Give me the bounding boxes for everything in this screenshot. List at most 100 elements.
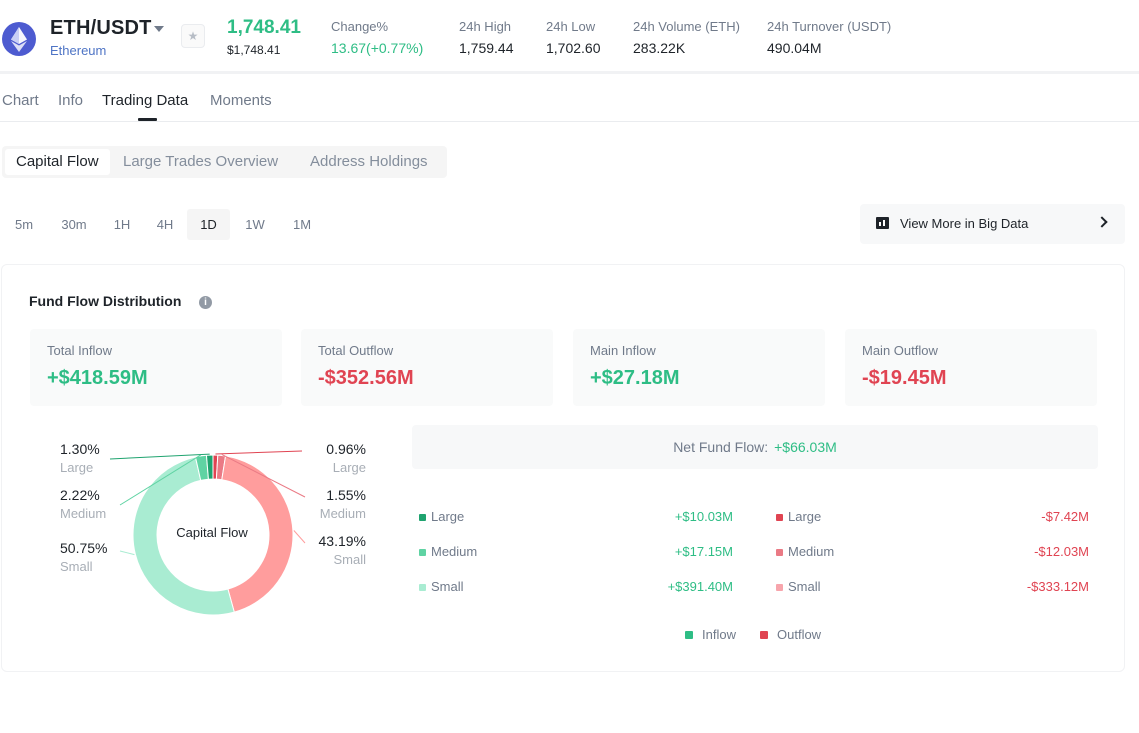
inflow-row-small: Small +$391.40M [419,579,733,597]
favorite-star-icon[interactable]: ★ [181,24,205,48]
leader-line-outflow-large [215,450,303,455]
outflow-large-dot [776,514,783,521]
tab-info[interactable]: Info [58,92,84,109]
stat-value: 490.04M [767,40,822,56]
main-tabs: Chart Info Trading Data Moments [0,88,1139,122]
flow-value: +$391.40M [667,579,733,594]
pct-label-inflow-large: Large [60,460,94,475]
inflow-small-dot [419,584,426,591]
stat-label: 24h High [459,19,512,34]
capital-flow-donut-chart: Capital Flow 1.30% Large 2.22% Medium 50… [2,425,402,625]
timeframe-1w[interactable]: 1W [245,217,265,232]
flow-label: Large [431,509,465,524]
subtab-large-trades-overview[interactable]: Large Trades Overview [123,153,279,170]
flow-value: +$17.15M [674,544,733,559]
legend-outflow[interactable]: Outflow [760,627,821,642]
outflow-medium-dot [776,549,783,556]
legend-inflow[interactable]: Inflow [685,627,736,642]
info-icon[interactable]: i [199,296,212,309]
summary-label: Total Inflow [47,343,113,358]
pct-inflow-large: 1.30% [60,441,100,457]
summary-label: Main Outflow [862,343,938,358]
legend-outflow-label: Outflow [777,627,822,642]
flow-value: -$7.42M [1041,509,1089,524]
tab-moments[interactable]: Moments [210,92,272,109]
stat-value: 1,702.60 [546,40,601,56]
summary-total-outflow: Total Outflow -$352.56M [301,329,553,406]
summary-value: -$19.45M [862,367,947,389]
coin-name: Ethereum [50,43,107,58]
net-fund-flow-label: Net Fund Flow: [673,439,769,455]
summary-total-inflow: Total Inflow +$418.59M [30,329,282,406]
timeframe-5m[interactable]: 5m [14,217,34,232]
donut-slice-inflow-small[interactable] [132,456,235,616]
inflow-large-dot [419,514,426,521]
stat-label: 24h Low [546,19,596,34]
chevron-right-icon [1096,216,1108,228]
net-fund-flow-value: +$66.03M [774,439,837,455]
flow-label: Medium [788,544,835,559]
chart-board-icon [876,217,889,229]
leader-line-inflow-small [119,550,135,556]
flow-value: +$10.03M [674,509,733,524]
stat-label: 24h Volume (ETH) [633,19,740,34]
stat-value: 13.67(+0.77%) [331,40,424,56]
summary-main-outflow: Main Outflow -$19.45M [845,329,1097,406]
outflow-small-dot [776,584,783,591]
summary-value: -$352.56M [318,367,414,389]
summary-value: +$27.18M [590,367,680,389]
pct-outflow-medium: 1.55% [326,487,366,503]
net-fund-flow-bar: Net Fund Flow: +$66.03M [412,425,1098,469]
summary-main-inflow: Main Inflow +$27.18M [573,329,825,406]
donut-slice-outflow-small[interactable] [221,455,294,613]
inflow-row-large: Large +$10.03M [419,509,733,527]
last-price: 1,748.41 [227,17,301,38]
view-more-big-data-button[interactable]: View More in Big Data [860,204,1125,244]
outflow-row-small: Small -$333.12M [776,579,1089,597]
timeframe-4h[interactable]: 4H [156,217,174,232]
fund-flow-card: Fund Flow Distribution i Total Inflow +$… [1,264,1125,672]
stat-value: 1,759.44 [459,40,514,56]
legend-outflow-dot [760,631,768,639]
leader-line-inflow-large [109,453,210,460]
subtab-address-holdings[interactable]: Address Holdings [310,153,428,170]
pct-inflow-small: 50.75% [60,540,108,556]
stat-24h-volume: 24h Volume (ETH) 283.22K [633,19,740,56]
inflow-row-medium: Medium +$17.15M [419,544,733,562]
flow-value: -$12.03M [1034,544,1089,559]
timeframe-1d[interactable]: 1D [187,209,230,240]
last-price-usd: $1,748.41 [227,43,281,57]
pair-name[interactable]: ETH/USDT [50,17,152,39]
summary-label: Main Inflow [590,343,656,358]
timeframe-1m[interactable]: 1M [292,217,312,232]
ticker-header: ETH/USDT Ethereum ★ 1,748.41 $1,748.41 C… [0,0,1139,74]
stat-label: 24h Turnover (USDT) [767,19,892,34]
flow-value: -$333.12M [1026,579,1089,594]
pct-inflow-medium: 2.22% [60,487,100,503]
pct-label-outflow-small: Small [333,552,366,567]
sub-tabs: Capital Flow Large Trades Overview Addre… [2,146,447,178]
pct-outflow-large: 0.96% [326,441,366,457]
pct-outflow-small: 43.19% [318,533,366,549]
big-data-label: View More in Big Data [900,216,1029,231]
outflow-row-medium: Medium -$12.03M [776,544,1089,562]
pct-label-inflow-medium: Medium [60,506,107,521]
timeframe-30m[interactable]: 30m [61,217,87,232]
leader-line-inflow-medium [119,454,202,506]
ethereum-logo-icon [2,22,36,56]
active-tab-indicator [138,118,157,121]
donut-slice-inflow-large[interactable] [205,454,214,480]
tab-trading-data[interactable]: Trading Data [102,92,189,109]
stat-label: Change% [331,19,389,34]
legend-inflow-label: Inflow [702,627,736,642]
pair-dropdown-icon[interactable] [154,26,164,32]
tab-chart[interactable]: Chart [2,92,39,109]
timeframe-1h[interactable]: 1H [113,217,131,232]
inflow-medium-dot [419,549,426,556]
legend-inflow-dot [685,631,693,639]
flow-label: Medium [431,544,478,559]
subtab-capital-flow[interactable]: Capital Flow [5,149,110,175]
donut-svg [109,450,306,616]
flow-label: Small [431,579,464,594]
stat-24h-low: 24h Low 1,702.60 [546,19,601,56]
